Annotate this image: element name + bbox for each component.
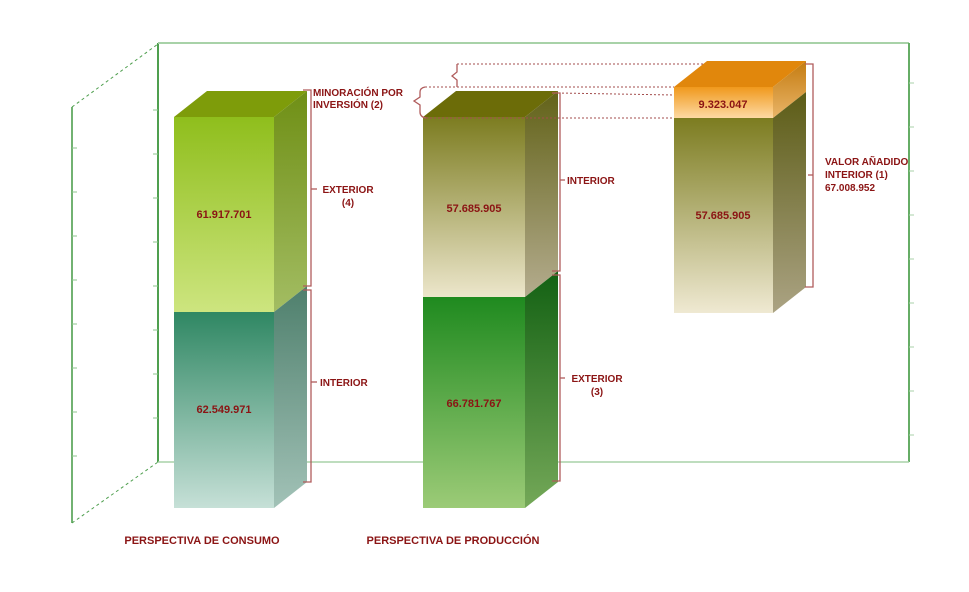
bar-valor-anadido: 9.323.047 57.685.905 (674, 61, 806, 313)
bar-consumo-top-face (174, 91, 307, 117)
value-produccion-exterior: 66.781.767 (446, 398, 501, 410)
category-produccion: PERSPECTIVA DE PRODUCCIÓN (367, 534, 540, 547)
bar-produccion: 57.685.905 66.781.767 (423, 91, 558, 508)
bar-produccion-interior-segment (423, 117, 525, 297)
label-valor-line2: INTERIOR (1) (825, 170, 888, 181)
bracket-consumo-interior (303, 289, 312, 483)
label-interior-bar1: INTERIOR (320, 378, 369, 389)
value-valor-minoracion: 9.323.047 (699, 99, 748, 111)
category-labels: PERSPECTIVA DE CONSUMO PERSPECTIVA DE PR… (124, 534, 539, 547)
label-valor-line3: 67.008.952 (825, 183, 875, 194)
bar-consumo-exterior-segment (174, 117, 274, 312)
label-exterior3-line1: EXTERIOR (571, 374, 623, 385)
bar-produccion-exterior-side (525, 271, 558, 508)
brace-minoracion (412, 86, 427, 119)
outer-wall-ticks (72, 147, 77, 457)
bar-valor-top-face (674, 61, 806, 87)
value-produccion-interior: 57.685.905 (446, 203, 501, 215)
bar-valor-interior-segment (674, 118, 773, 313)
annotation-brackets (303, 63, 814, 483)
value-consumo-interior: 62.549.971 (196, 404, 251, 416)
value-valor-interior: 57.685.905 (695, 210, 750, 222)
left-wall-bottom-edge (71, 461, 159, 524)
left-wall-top-edge (71, 43, 159, 108)
right-axis-ticks (909, 82, 914, 436)
bar-produccion-exterior-segment (423, 297, 525, 508)
bar-valor-interior-side (773, 92, 806, 313)
label-minoracion-line1: MINORACIÓN POR (313, 86, 404, 99)
left-axis-ticks (153, 109, 158, 419)
brace-top-small (450, 64, 458, 87)
bar-produccion-interior-side (525, 91, 558, 297)
label-exterior4-line1: EXTERIOR (322, 185, 374, 196)
bar-consumo: 61.917.701 62.549.971 (174, 91, 307, 508)
value-consumo-exterior: 61.917.701 (196, 209, 251, 221)
bracket-produccion-interior (552, 92, 561, 272)
bracket-consumo-exterior (303, 89, 312, 287)
label-interior-bar2: INTERIOR (567, 176, 616, 187)
label-valor-line1: VALOR AÑADIDO (825, 155, 909, 168)
projection-dotted-lines (425, 63, 704, 119)
annotation-labels: MINORACIÓN POR INVERSIÓN (2) EXTERIOR (4… (313, 86, 909, 398)
label-exterior3-line2: (3) (591, 387, 603, 398)
bar-consumo-exterior-side (274, 91, 307, 312)
bar-consumo-interior-segment (174, 312, 274, 508)
dotted-line-mid-back (557, 92, 675, 96)
label-minoracion-line2: INVERSIÓN (2) (313, 98, 383, 111)
bar-valor-minoracion-side (773, 61, 806, 118)
label-exterior4-line2: (4) (342, 198, 354, 209)
category-consumo: PERSPECTIVA DE CONSUMO (124, 535, 280, 547)
bar-produccion-top-face (423, 91, 558, 117)
bar-valor-minoracion-segment (674, 87, 773, 118)
bar-consumo-interior-side (274, 286, 307, 508)
